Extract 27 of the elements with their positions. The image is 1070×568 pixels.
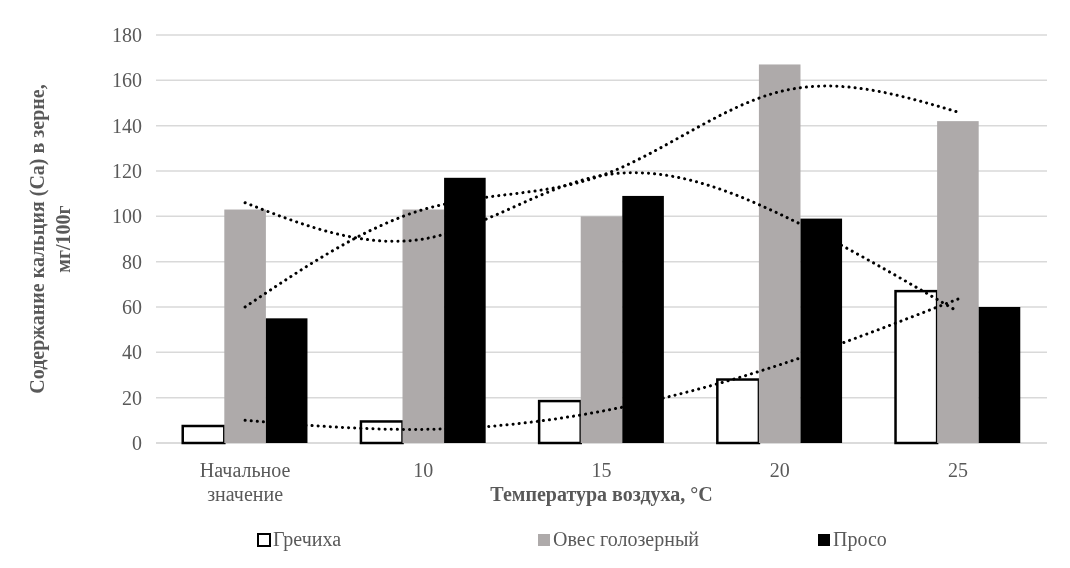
y-tick-label: 140 xyxy=(112,114,142,137)
x-tick-label: Начальное значение xyxy=(199,459,291,505)
y-axis-title: Содержание кальция (Ca) в зерне, мг/100г xyxy=(26,84,74,394)
bar xyxy=(224,209,266,443)
legend-label: Просо xyxy=(833,528,887,551)
y-tick-label: 100 xyxy=(112,205,142,228)
bar xyxy=(402,209,445,443)
x-tick-label: 20 xyxy=(769,459,790,481)
bar xyxy=(758,64,801,443)
y-tick-label: 180 xyxy=(112,24,142,46)
y-tick-label: 20 xyxy=(122,386,142,409)
y-tick-label: 80 xyxy=(122,250,142,273)
bar xyxy=(181,424,226,445)
y-tick-label: 120 xyxy=(112,160,142,182)
y-tick-label: 60 xyxy=(122,296,142,318)
x-tick-label: 10 xyxy=(413,459,434,481)
y-tick-label: 0 xyxy=(132,432,142,454)
legend-label: Гречиха xyxy=(273,528,342,551)
bar xyxy=(580,216,623,443)
x-axis-title: Температура воздуха, °C xyxy=(490,483,713,506)
bar xyxy=(937,121,979,443)
bar xyxy=(978,307,1021,443)
y-tick-label: 160 xyxy=(112,69,142,92)
legend-label: Овес голозерный xyxy=(553,528,700,551)
x-tick-label: 25 xyxy=(947,459,968,481)
y-tick-label: 40 xyxy=(122,341,142,364)
x-tick-label: 15 xyxy=(591,459,612,481)
